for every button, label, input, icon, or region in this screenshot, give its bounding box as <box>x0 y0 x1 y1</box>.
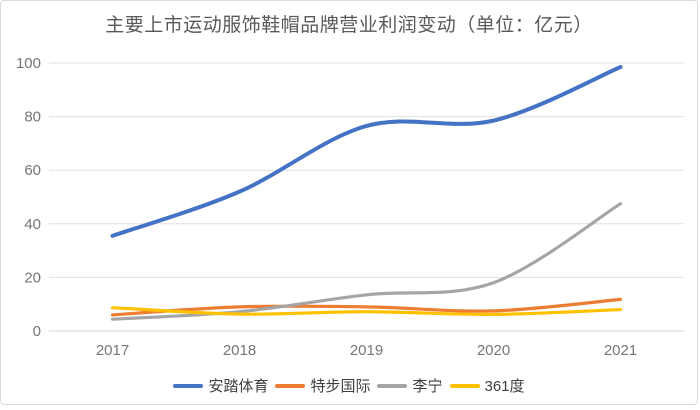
series-line-李宁 <box>110 202 623 321</box>
x-axis-tick-label: 2018 <box>223 342 256 359</box>
legend-label: 李宁 <box>412 378 443 395</box>
series-line-361度 <box>110 306 623 317</box>
legend-line-swatch <box>377 383 408 388</box>
legend-label: 361度 <box>484 378 525 395</box>
legend-item-安踏体育: 安踏体育 <box>171 375 270 396</box>
x-axis-tick-label: 2017 <box>96 342 129 359</box>
legend-line-swatch <box>275 383 306 388</box>
legend-item-特步国际: 特步国际 <box>273 375 372 396</box>
legend-item-361度: 361度 <box>448 375 527 396</box>
legend-line-swatch <box>449 383 480 388</box>
legend-item-李宁: 李宁 <box>375 375 444 396</box>
x-axis-tick-label: 2021 <box>604 342 637 359</box>
y-axis-tick-label: 100 <box>16 55 41 72</box>
legend-label: 特步国际 <box>310 378 371 395</box>
x-axis-tick-label: 2020 <box>477 342 510 359</box>
y-axis-tick-label: 20 <box>24 269 41 286</box>
legend-label: 安踏体育 <box>208 378 269 395</box>
chart-legend: 安踏体育 特步国际 李宁 361度 <box>1 375 697 396</box>
series-line-安踏体育 <box>110 65 623 238</box>
y-axis-tick-label: 40 <box>24 216 41 233</box>
y-axis-tick-label: 0 <box>33 323 41 340</box>
x-axis-tick-label: 2019 <box>350 342 383 359</box>
chart-title: 主要上市运动服饰鞋帽品牌营业利润变动（单位：亿元） <box>105 15 593 36</box>
series-line-特步国际 <box>110 297 623 317</box>
y-axis-tick-label: 60 <box>24 162 41 179</box>
y-axis-tick-label: 80 <box>24 109 41 126</box>
legend-line-swatch <box>173 383 204 388</box>
